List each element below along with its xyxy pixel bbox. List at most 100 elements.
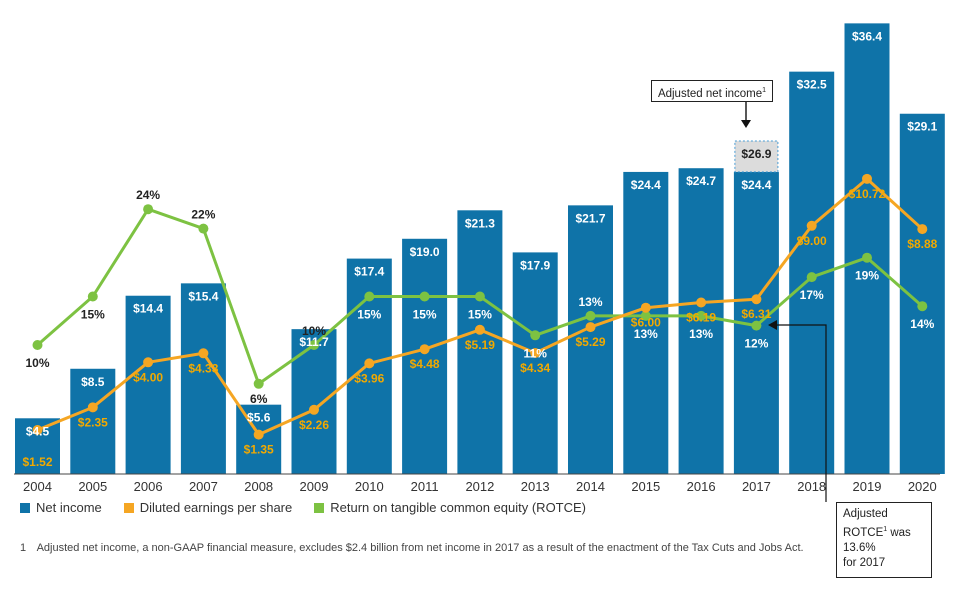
eps-point-2005 xyxy=(87,402,98,413)
rotce-point-2013 xyxy=(530,330,541,341)
rotce-point-2005 xyxy=(87,291,98,302)
bar-label-2019: $36.4 xyxy=(852,29,882,43)
rotce-point-2018 xyxy=(806,272,817,283)
rotce-point-2014 xyxy=(585,310,596,321)
x-tick-2019: 2019 xyxy=(853,479,882,494)
bar-label-2010: $17.4 xyxy=(354,265,384,279)
bar-label-2004: $4.5 xyxy=(26,424,50,438)
x-tick-2015: 2015 xyxy=(631,479,660,494)
adjusted-group xyxy=(734,140,779,173)
adjusted-net-income-text: Adjusted net income xyxy=(657,87,763,100)
rotce-point-2006 xyxy=(143,204,154,215)
x-tick-2012: 2012 xyxy=(465,479,494,494)
eps-point-2008 xyxy=(253,429,264,440)
rotce-point-2008 xyxy=(253,378,264,389)
eps-point-2019 xyxy=(862,173,872,184)
rotce-label-2016: 13% xyxy=(689,327,713,341)
bars-group xyxy=(15,23,945,475)
x-tick-2010: 2010 xyxy=(355,479,384,494)
bar-2013 xyxy=(512,252,558,474)
x-tick-2017: 2017 xyxy=(742,479,771,494)
rotce-label-2004: 10% xyxy=(25,356,49,370)
eps-point-2010 xyxy=(364,358,375,369)
rotce-label-2010: 15% xyxy=(357,308,381,322)
rotce-point-2007 xyxy=(198,223,209,234)
x-tick-2008: 2008 xyxy=(244,479,273,494)
bar-2007 xyxy=(180,283,226,474)
rotce-callout-was: was xyxy=(890,526,911,539)
eps-label-2010: $3.96 xyxy=(354,371,384,385)
bar-2016 xyxy=(678,168,724,475)
eps-point-2004 xyxy=(32,425,43,435)
rotce-label-2018: 17% xyxy=(800,288,824,302)
x-tick-2016: 2016 xyxy=(687,479,716,494)
eps-point-2016 xyxy=(696,297,707,308)
eps-label-2016: $6.19 xyxy=(686,311,716,325)
bar-label-2011: $19.0 xyxy=(410,245,440,259)
bar-label-2009: $11.7 xyxy=(299,335,329,349)
bar-label-2020: $29.1 xyxy=(907,120,937,134)
bar-label-2015: $24.4 xyxy=(631,178,661,192)
rotce-label-2013: 11% xyxy=(524,346,548,360)
eps-label-2017: $6.31 xyxy=(741,307,771,321)
eps-line-group xyxy=(32,173,928,440)
bar-label-2005: $8.5 xyxy=(81,375,105,389)
legend-swatch-rotce xyxy=(314,502,325,513)
legend: Net income Diluted earnings per share Re… xyxy=(20,500,586,515)
eps-label-2006: $4.00 xyxy=(133,370,163,384)
rotce-callout-arrowhead xyxy=(768,320,777,330)
x-tick-2014: 2014 xyxy=(576,479,605,494)
rotce-label-2005: 15% xyxy=(81,308,105,322)
rotce-point-2017 xyxy=(751,320,762,331)
x-tick-2009: 2009 xyxy=(300,479,329,494)
x-tick-2007: 2007 xyxy=(189,479,218,494)
bar-label-2007: $15.4 xyxy=(188,289,218,303)
rotce-label-2009: 10% xyxy=(302,324,326,338)
x-tick-2011: 2011 xyxy=(411,479,439,494)
rotce-label-2020: 14% xyxy=(910,317,934,331)
bar-label-2016: $24.7 xyxy=(686,174,716,188)
bar-2005 xyxy=(70,368,116,474)
rotce-label-2017: 12% xyxy=(744,337,768,351)
rotce-callout-line-1: Adjusted xyxy=(843,508,888,520)
rotce-callout-line-3: 13.6% xyxy=(843,541,876,554)
eps-label-2008: $1.35 xyxy=(244,443,274,457)
adjusted-net-income-sup: 1 xyxy=(762,87,767,94)
eps-label-2019: $10.72 xyxy=(849,187,886,201)
bar-2012 xyxy=(457,210,503,474)
eps-label-2009: $2.26 xyxy=(299,418,329,432)
eps-label-2011: $4.48 xyxy=(410,357,440,371)
eps-label-2015: $6.00 xyxy=(631,316,661,330)
rotce-label-2006: 24% xyxy=(136,188,160,202)
legend-label-net-income: Net income xyxy=(36,500,102,515)
rotce-point-2010 xyxy=(364,291,375,302)
legend-item-eps: Diluted earnings per share xyxy=(123,500,292,515)
bar-label-2008: $5.6 xyxy=(247,411,271,425)
rotce-label-2007: 22% xyxy=(191,208,215,222)
eps-label-2012: $5.19 xyxy=(465,338,495,352)
eps-label-2005: $2.35 xyxy=(78,415,108,429)
adjusted-arrowhead xyxy=(741,120,751,128)
x-tick-2020: 2020 xyxy=(908,479,937,494)
bar-2014 xyxy=(568,205,613,474)
legend-swatch-net-income xyxy=(20,502,30,513)
legend-label-rotce: Return on tangible common equity (ROTCE) xyxy=(330,500,587,515)
adjusted-net-income-callout: Adjusted net income1 xyxy=(651,80,773,102)
rotce-callout-sup: 1 xyxy=(883,526,888,533)
x-tick-2013: 2013 xyxy=(521,479,550,494)
eps-point-2013 xyxy=(530,348,541,359)
bar-2006 xyxy=(125,295,171,474)
bar-label-2018: $32.5 xyxy=(797,78,827,92)
labels-group: $4.5 $8.5 $14.4 $15.4 $5.6 $11.7 $17.4 $19.0 $21… xyxy=(22,29,937,469)
rotce-label-2015: 13% xyxy=(634,327,658,341)
footnote-number: 1 xyxy=(20,542,27,554)
eps-point-2009 xyxy=(309,404,319,415)
rotce-callout-line-2: ROTCE1 was xyxy=(843,522,925,541)
eps-label-2018: $9.00 xyxy=(797,234,827,248)
legend-swatch-eps xyxy=(123,502,134,513)
bar-label-2013: $17.9 xyxy=(520,258,550,272)
eps-label-2007: $4.33 xyxy=(188,361,218,375)
eps-point-2015 xyxy=(640,302,651,313)
bar-2011 xyxy=(402,238,448,474)
bar-label-2017: $24.4 xyxy=(741,178,771,192)
